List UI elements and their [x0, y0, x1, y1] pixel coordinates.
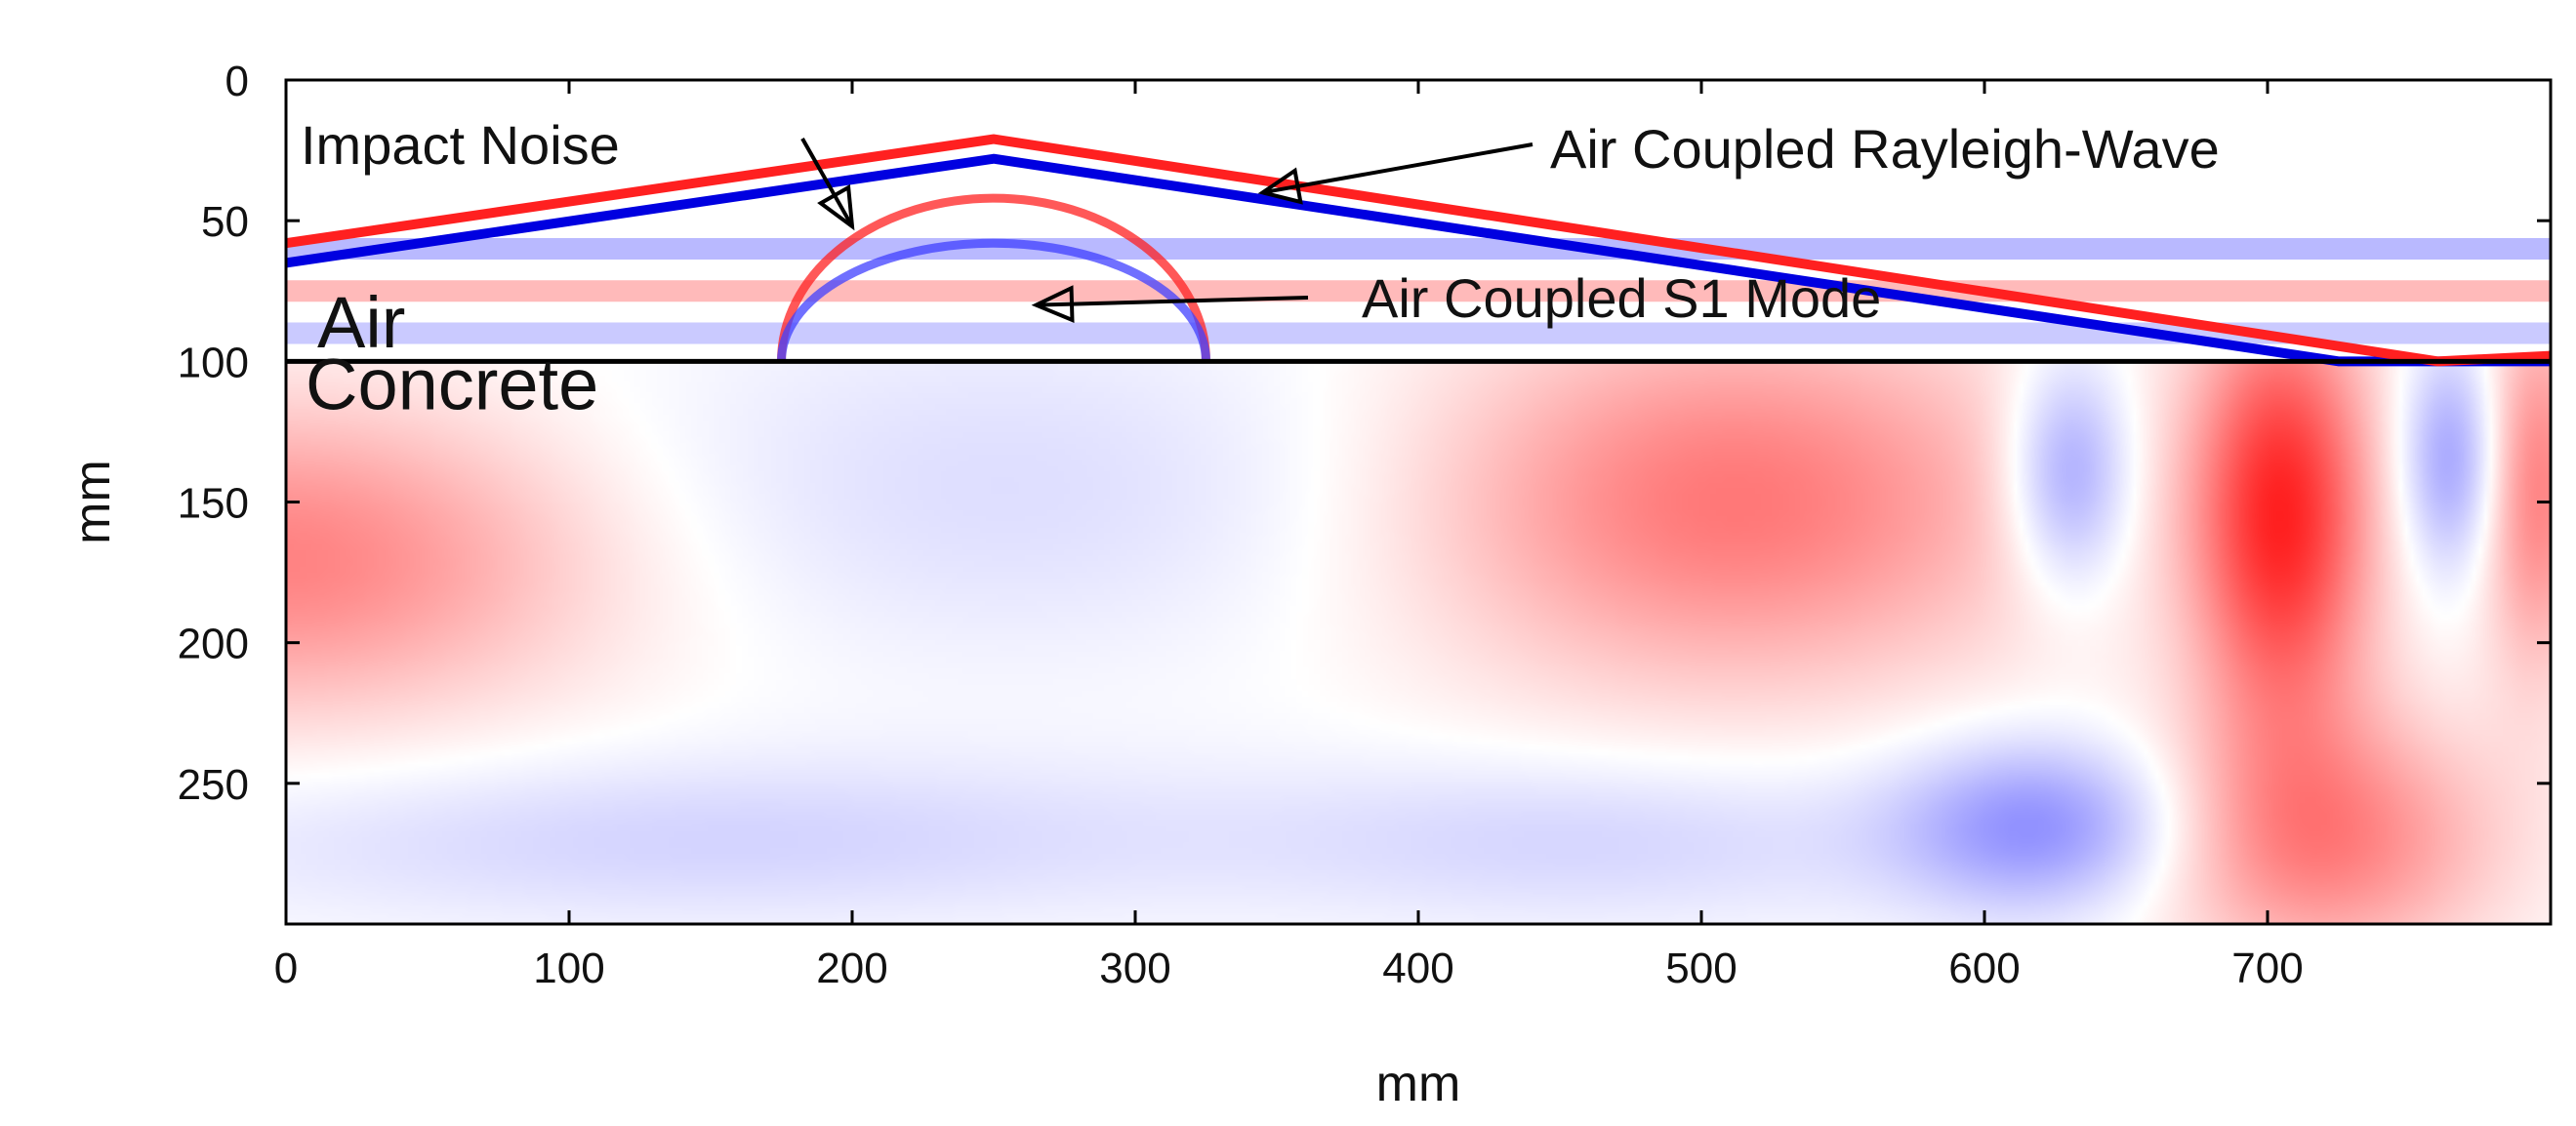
x-tick-label: 100 [533, 945, 604, 992]
annotation-s1-mode-arrow [1036, 296, 1309, 307]
x-tick-label: 200 [816, 945, 887, 992]
y-tick-label: 100 [178, 339, 249, 386]
annotation-rayleigh-wave: Air Coupled Rayleigh-Wave [1257, 118, 2220, 205]
y-tick-label: 200 [178, 621, 249, 668]
x-axis-title: mm [1376, 1056, 1461, 1112]
y-tick-label: 250 [178, 761, 249, 809]
annotation-rayleigh-wave-arrowhead [1257, 167, 1303, 205]
annotation-s1-mode: Air Coupled S1 Mode [1031, 267, 1881, 329]
annotation-impact-noise-arrowhead [817, 183, 855, 231]
y-axis-title: mm [64, 460, 121, 544]
annotation-s1-mode-text: Air Coupled S1 Mode [1362, 267, 1881, 329]
impact-noise-wavefront [777, 193, 1210, 362]
annotation-impact-noise-arrow [800, 138, 854, 227]
rayleigh-wavefront [286, 134, 2551, 367]
y-tick-label: 50 [201, 198, 249, 246]
x-tick-label: 0 [274, 945, 298, 992]
y-tick-label: 150 [178, 480, 249, 528]
annotation-s1-mode-arrowhead [1031, 285, 1075, 323]
x-tick-label: 300 [1099, 945, 1170, 992]
concrete-wavefield-image [286, 361, 2551, 924]
x-tick-label: 600 [1948, 945, 2020, 992]
x-tick-label: 700 [2231, 945, 2303, 992]
annotation-impact-noise: Impact Noise [301, 114, 855, 231]
y-tick-label: 0 [225, 58, 249, 105]
impact-noise-wavefront [777, 238, 1210, 362]
x-tick-label: 400 [1382, 945, 1453, 992]
x-axis-ticks: 0 100 200 300 400 500 600 700 [274, 80, 2304, 992]
annotation-impact-noise-text: Impact Noise [301, 114, 620, 176]
region-label-air: Air [317, 282, 405, 363]
y-axis-ticks: 0 50 100 150 200 250 [178, 58, 2551, 809]
region-label-concrete: Concrete [306, 343, 598, 424]
annotation-rayleigh-wave-text: Air Coupled Rayleigh-Wave [1550, 118, 2220, 180]
impact-noise-layer [777, 193, 1210, 362]
x-tick-label: 500 [1665, 945, 1737, 992]
annotation-rayleigh-wave-arrow [1262, 142, 1533, 195]
